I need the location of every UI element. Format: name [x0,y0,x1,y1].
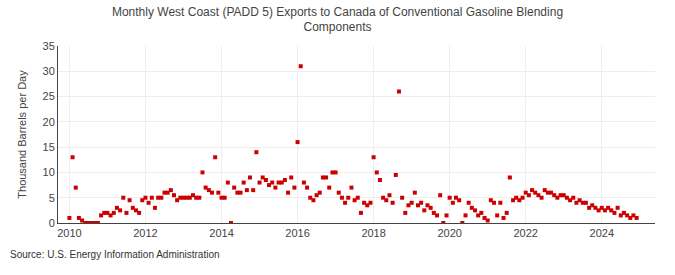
svg-text:2012: 2012 [133,227,157,239]
svg-text:15: 15 [43,141,55,153]
svg-text:Monthly West Coast (PADD 5) Ex: Monthly West Coast (PADD 5) Exports to C… [112,5,563,35]
svg-text:2016: 2016 [285,227,309,239]
svg-text:2020: 2020 [437,227,461,239]
svg-text:2022: 2022 [513,227,537,239]
svg-text:5: 5 [49,192,55,204]
svg-text:10: 10 [43,166,55,178]
svg-text:2024: 2024 [590,227,614,239]
svg-text:0: 0 [49,217,55,229]
svg-text:Source: U.S. Energy Informatio: Source: U.S. Energy Information Administ… [10,249,220,260]
svg-text:20: 20 [43,116,55,128]
svg-text:2018: 2018 [361,227,385,239]
svg-text:25: 25 [43,90,55,102]
svg-text:35: 35 [43,40,55,52]
svg-text:Thousand Barrels per Day: Thousand Barrels per Day [16,70,28,199]
svg-text:2014: 2014 [209,227,233,239]
svg-text:2010: 2010 [57,227,81,239]
svg-text:30: 30 [43,65,55,77]
